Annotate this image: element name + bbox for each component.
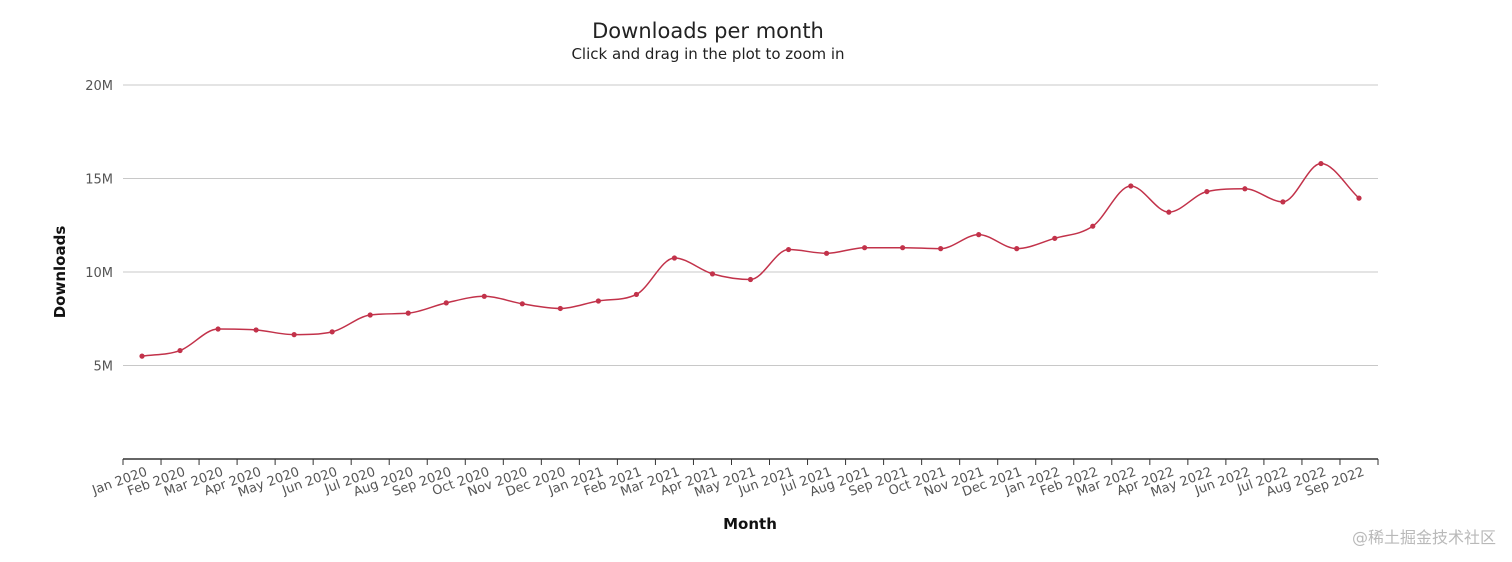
data-point[interactable] [709,271,716,277]
data-points [139,160,1362,359]
chart-title: Downloads per month [592,19,824,43]
data-point[interactable] [595,298,601,304]
y-tick-label: 15M [85,173,113,188]
data-point[interactable] [1128,183,1134,189]
y-tick-label: 10M [85,266,113,281]
data-point[interactable] [861,245,868,251]
gridlines [123,84,1378,366]
series-line [141,162,1360,357]
data-point[interactable] [215,326,221,332]
data-point[interactable] [1166,209,1172,215]
data-point[interactable] [291,332,297,338]
data-point[interactable] [900,245,906,251]
data-point[interactable] [1280,199,1286,205]
data-point[interactable] [405,310,411,316]
data-point[interactable] [253,327,259,333]
y-axis-tick-labels: 5M 10M 15M 20M [85,79,113,375]
data-point[interactable] [1052,235,1058,241]
watermark-text: @稀土掘金技术社区 [1351,528,1496,547]
data-point[interactable] [1356,195,1362,201]
x-axis-tick-marks [122,459,1379,465]
data-point[interactable] [747,276,754,283]
data-point[interactable] [1204,188,1210,195]
data-point[interactable] [1090,223,1096,229]
data-point[interactable] [633,291,640,298]
y-tick-label: 20M [85,79,113,94]
data-point[interactable] [976,232,982,238]
data-point[interactable] [367,312,373,318]
data-point[interactable] [1242,186,1248,192]
data-point[interactable] [139,353,145,359]
data-point[interactable] [785,246,792,253]
data-point[interactable] [177,347,183,354]
y-axis-title: Downloads [51,226,69,319]
data-point[interactable] [938,246,944,252]
data-point[interactable] [823,250,830,256]
chart-subtitle: Click and drag in the plot to zoom in [571,45,844,63]
data-point[interactable] [329,329,335,335]
data-point[interactable] [1318,160,1324,167]
data-point[interactable] [1014,246,1020,252]
data-point[interactable] [671,255,678,261]
data-point[interactable] [519,301,525,307]
x-axis-title: Month [723,515,777,533]
y-tick-label: 5M [94,360,114,375]
data-point[interactable] [557,305,563,312]
data-point[interactable] [443,300,449,306]
data-point[interactable] [481,293,487,299]
